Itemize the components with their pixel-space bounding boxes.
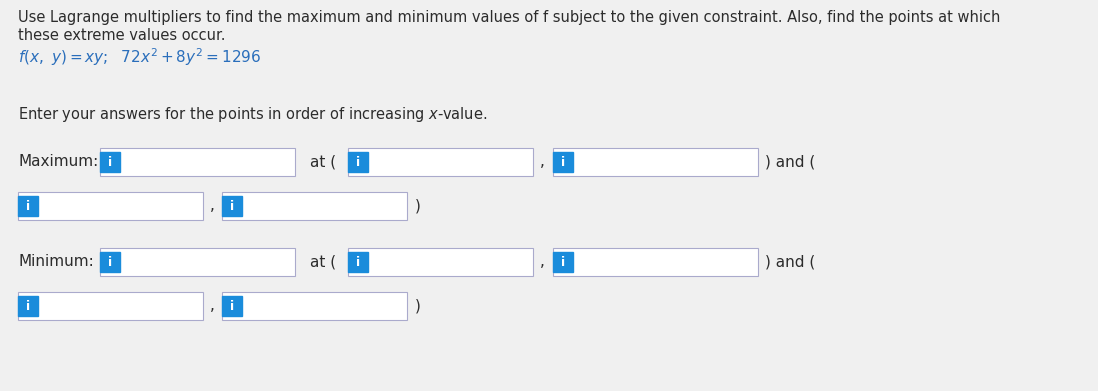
Text: these extreme values occur.: these extreme values occur. xyxy=(18,28,225,43)
Text: i: i xyxy=(561,255,565,269)
Text: i: i xyxy=(229,300,234,312)
Text: ) and (: ) and ( xyxy=(765,154,815,170)
Text: Use Lagrange multipliers to find the maximum and minimum values of f subject to : Use Lagrange multipliers to find the max… xyxy=(18,10,1000,25)
FancyBboxPatch shape xyxy=(348,248,533,276)
FancyBboxPatch shape xyxy=(222,296,242,316)
Text: Minimum:: Minimum: xyxy=(18,255,93,269)
FancyBboxPatch shape xyxy=(222,196,242,216)
Text: Maximum:: Maximum: xyxy=(18,154,98,170)
FancyBboxPatch shape xyxy=(18,296,38,316)
FancyBboxPatch shape xyxy=(100,152,120,172)
FancyBboxPatch shape xyxy=(18,196,38,216)
FancyBboxPatch shape xyxy=(348,148,533,176)
Text: at (: at ( xyxy=(310,154,336,170)
Text: at (: at ( xyxy=(310,255,336,269)
Text: i: i xyxy=(108,255,112,269)
FancyBboxPatch shape xyxy=(553,248,758,276)
Text: ): ) xyxy=(415,199,421,213)
FancyBboxPatch shape xyxy=(100,248,295,276)
FancyBboxPatch shape xyxy=(553,148,758,176)
Text: i: i xyxy=(356,156,360,169)
Text: i: i xyxy=(26,300,30,312)
Text: i: i xyxy=(561,156,565,169)
Text: ,: , xyxy=(540,255,545,269)
Text: $f(x,\ y) = xy;\ \ 72x^2 + 8y^2 = 1296$: $f(x,\ y) = xy;\ \ 72x^2 + 8y^2 = 1296$ xyxy=(18,46,261,68)
Text: ) and (: ) and ( xyxy=(765,255,815,269)
FancyBboxPatch shape xyxy=(553,152,573,172)
FancyBboxPatch shape xyxy=(18,192,203,220)
FancyBboxPatch shape xyxy=(18,292,203,320)
Text: ,: , xyxy=(540,154,545,170)
FancyBboxPatch shape xyxy=(100,252,120,272)
Text: i: i xyxy=(26,199,30,212)
FancyBboxPatch shape xyxy=(222,192,407,220)
Text: Enter your answers for the points in order of increasing $x$-value.: Enter your answers for the points in ord… xyxy=(18,105,488,124)
Text: ,: , xyxy=(210,298,215,314)
FancyBboxPatch shape xyxy=(222,292,407,320)
FancyBboxPatch shape xyxy=(553,252,573,272)
Text: ,: , xyxy=(210,199,215,213)
Text: i: i xyxy=(229,199,234,212)
Text: i: i xyxy=(356,255,360,269)
FancyBboxPatch shape xyxy=(348,252,368,272)
Text: ): ) xyxy=(415,298,421,314)
FancyBboxPatch shape xyxy=(348,152,368,172)
Text: i: i xyxy=(108,156,112,169)
FancyBboxPatch shape xyxy=(100,148,295,176)
